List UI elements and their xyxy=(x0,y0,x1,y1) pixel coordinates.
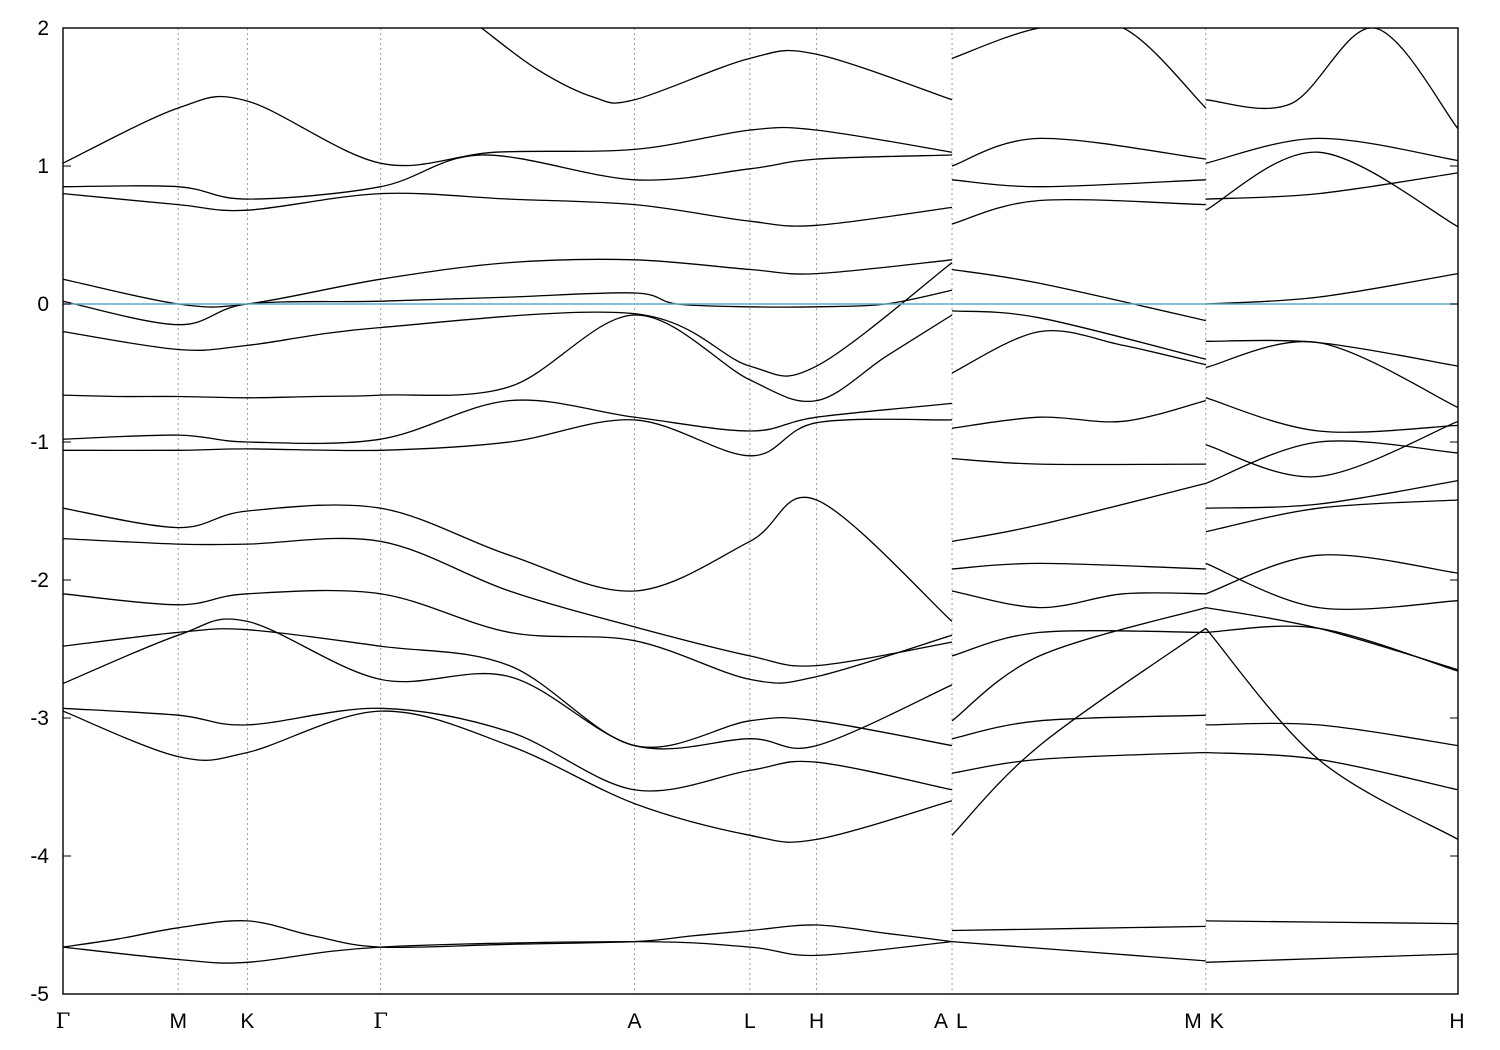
band-line-19 xyxy=(63,629,952,748)
y-tick-label: -2 xyxy=(30,569,49,592)
band-line-11 xyxy=(63,259,952,307)
band-line-52 xyxy=(1206,563,1458,609)
band-line-55 xyxy=(1206,626,1458,671)
kpoint-label: L xyxy=(956,1010,968,1033)
band-line-35 xyxy=(952,631,1206,656)
band-line-44 xyxy=(1206,274,1458,304)
band-line-4 xyxy=(1206,921,1458,924)
band-line-2 xyxy=(952,926,1206,930)
y-tick-label: -5 xyxy=(30,983,49,1006)
band-line-48 xyxy=(1206,421,1458,477)
band-line-23 xyxy=(952,21,1206,108)
y-tick-label: 0 xyxy=(37,293,49,316)
kpoint-label: K xyxy=(240,1010,254,1033)
kpoint-label: M xyxy=(169,1010,187,1033)
y-tick-label: -4 xyxy=(30,845,49,868)
band-line-58 xyxy=(1206,628,1458,839)
band-line-51 xyxy=(1206,500,1458,532)
band-line-17 xyxy=(63,538,952,666)
band-line-5 xyxy=(1206,954,1458,962)
band-line-30 xyxy=(952,401,1206,429)
band-line-54 xyxy=(1206,608,1458,670)
band-line-49 xyxy=(1206,441,1458,483)
band-line-10 xyxy=(482,28,953,103)
band-line-56 xyxy=(1206,723,1458,745)
band-line-24 xyxy=(952,138,1206,166)
band-line-36 xyxy=(952,608,1206,721)
band-line-3 xyxy=(952,942,1206,961)
band-line-25 xyxy=(952,180,1206,187)
band-line-47 xyxy=(1206,398,1458,432)
kpoint-label: H xyxy=(809,1010,824,1033)
band-line-50 xyxy=(1206,481,1458,509)
band-line-8 xyxy=(63,97,952,166)
band-line-13 xyxy=(63,263,952,377)
band-line-27 xyxy=(952,270,1206,321)
band-line-31 xyxy=(952,459,1206,465)
y-tick-label: 2 xyxy=(37,17,49,40)
band-line-45 xyxy=(1206,340,1458,366)
band-line-33 xyxy=(952,563,1206,569)
band-line-37 xyxy=(952,715,1206,739)
band-line-43 xyxy=(1206,152,1458,227)
band-line-9 xyxy=(63,193,952,226)
kpoint-label: K xyxy=(1210,1010,1224,1033)
band-line-34 xyxy=(952,591,1206,608)
y-tick-label: 1 xyxy=(37,155,49,178)
band-line-20 xyxy=(63,619,952,749)
kpoint-label: A xyxy=(934,1010,948,1033)
band-line-26 xyxy=(952,200,1206,224)
kpoint-label: A xyxy=(628,1010,642,1033)
band-lines xyxy=(63,21,1458,963)
kpoint-label: Γ xyxy=(373,1009,388,1033)
band-line-46 xyxy=(1206,342,1458,408)
band-line-32 xyxy=(952,483,1206,541)
kpoint-label: Γ xyxy=(56,1009,71,1033)
band-line-41 xyxy=(1206,138,1458,163)
band-line-39 xyxy=(952,628,1206,835)
band-line-12 xyxy=(63,290,952,325)
band-line-53 xyxy=(1206,555,1458,594)
band-line-15 xyxy=(63,419,952,456)
y-tick-label: -3 xyxy=(30,707,49,730)
band-line-29 xyxy=(952,331,1206,373)
band-line-42 xyxy=(1206,173,1458,199)
x-axis-kpoint-labels: ΓMKΓALHALMKH xyxy=(56,1009,1465,1033)
kpoint-label: L xyxy=(744,1010,756,1033)
kpoint-label: M xyxy=(1184,1010,1202,1033)
kpoint-grid-lines xyxy=(178,28,1206,994)
band-line-6 xyxy=(63,315,952,401)
y-tick-label: -1 xyxy=(30,431,49,454)
band-line-57 xyxy=(1206,753,1458,790)
plot-frame xyxy=(63,28,1458,994)
band-line-18 xyxy=(63,591,952,684)
band-line-7 xyxy=(63,155,952,199)
band-line-38 xyxy=(952,753,1206,774)
band-line-40 xyxy=(1206,28,1458,129)
kpoint-label: H xyxy=(1449,1010,1464,1033)
